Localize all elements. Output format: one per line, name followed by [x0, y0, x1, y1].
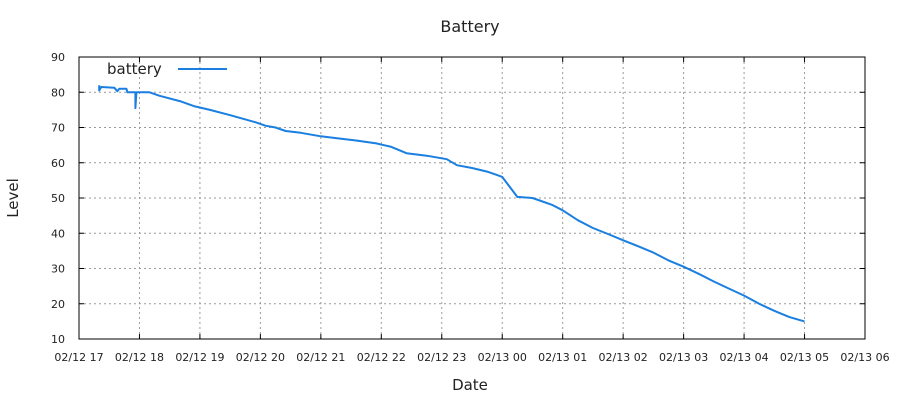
x-tick-label: 02/13 02: [599, 351, 648, 364]
x-tick-label: 02/13 06: [840, 351, 889, 364]
y-tick-label: 50: [51, 192, 65, 205]
legend-label-battery: battery: [107, 60, 162, 78]
y-tick-label: 20: [51, 298, 65, 311]
series-line-battery: [98, 85, 805, 323]
y-axis-label: Level: [4, 178, 22, 218]
x-tick-label: 02/12 18: [115, 351, 164, 364]
x-axis-label: Date: [452, 376, 488, 394]
y-tick-label: 40: [51, 227, 65, 240]
y-tick-label: 30: [51, 263, 65, 276]
chart-title: Battery: [440, 17, 499, 36]
legend: battery: [107, 60, 227, 78]
x-tick-label: 02/13 01: [538, 351, 587, 364]
x-tick-label: 02/12 22: [357, 351, 406, 364]
x-tick-label: 02/12 21: [296, 351, 345, 364]
y-tick-label: 10: [51, 333, 65, 346]
grid: [79, 57, 865, 339]
x-tick-label: 02/12 17: [54, 351, 103, 364]
x-tick-label: 02/13 03: [659, 351, 708, 364]
series-layer: [98, 85, 805, 323]
y-tick-label: 60: [51, 157, 65, 170]
x-tick-label: 02/13 04: [719, 351, 768, 364]
x-tick-label: 02/13 00: [478, 351, 527, 364]
y-tick-label: 90: [51, 51, 65, 64]
x-tick-label: 02/12 23: [417, 351, 466, 364]
x-tick-label: 02/12 20: [236, 351, 285, 364]
y-tick-label: 70: [51, 122, 65, 135]
axis-ticks: 10 20 30 40 50 60 70 80 90 02/12 17 02/12 18 02/12 …: [51, 51, 890, 364]
y-tick-label: 80: [51, 86, 65, 99]
x-tick-label: 02/12 19: [175, 351, 224, 364]
x-tick-label: 02/13 05: [780, 351, 829, 364]
